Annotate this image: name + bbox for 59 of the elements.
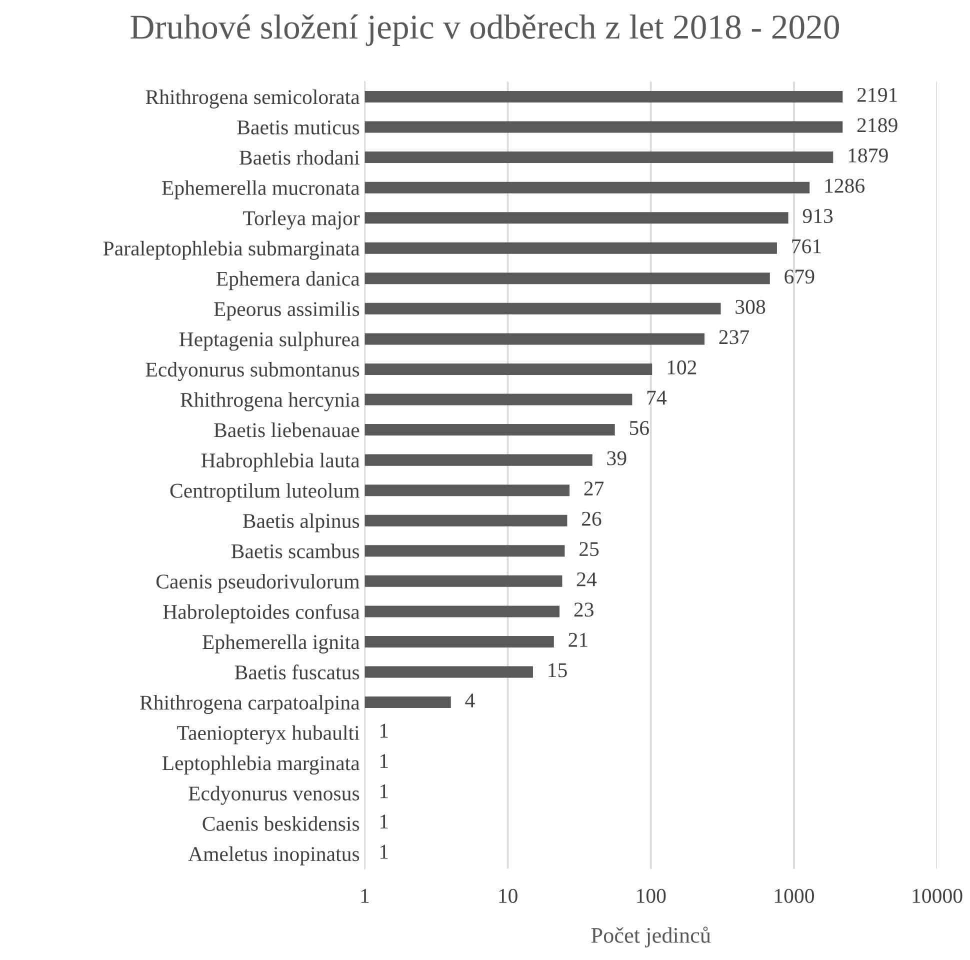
data-label: 1 bbox=[380, 784, 388, 798]
data-label: 2189 bbox=[857, 118, 898, 132]
y-tick-label: Leptophlebia marginata bbox=[162, 756, 360, 775]
x-tick-label: 10 bbox=[499, 888, 518, 903]
data-label: 15 bbox=[548, 663, 567, 678]
y-tick-label: Habroleptoides confusa bbox=[163, 604, 360, 624]
data-label: 1 bbox=[380, 754, 388, 768]
y-tick-label: Habrophlebia lauta bbox=[201, 452, 360, 472]
data-label: 24 bbox=[576, 572, 597, 586]
data-label: 39 bbox=[607, 451, 626, 466]
y-tick-label: Epeorus assimilis bbox=[214, 301, 360, 320]
y-tick-label: Ephemerella ignita bbox=[202, 634, 360, 654]
y-tick-label: Baetis alpinus bbox=[242, 513, 360, 532]
data-label: 308 bbox=[736, 300, 766, 314]
y-tick-label: Caenis beskidensis bbox=[202, 816, 360, 831]
data-label: 1286 bbox=[825, 178, 865, 193]
data-label: 26 bbox=[582, 512, 602, 526]
data-label: 4 bbox=[465, 694, 475, 708]
data-label: 679 bbox=[784, 270, 814, 284]
x-tick-label: 1 bbox=[361, 888, 369, 903]
x-tick-label: 100 bbox=[637, 888, 666, 903]
y-tick-label: Baetis muticus bbox=[237, 120, 360, 134]
data-label: 1 bbox=[380, 724, 388, 738]
chart-title: Druhové složení jepic v odběrech z let 2018 - 2020 bbox=[130, 14, 839, 46]
y-tick-label: Paraleptophlebia submarginata bbox=[103, 240, 360, 260]
x-axis-title: Počet jedinců bbox=[591, 926, 711, 948]
y-tick-label: Rhithrogena hercynia bbox=[180, 392, 360, 412]
data-label: 27 bbox=[584, 482, 604, 496]
y-tick-label: Ephemera danica bbox=[216, 271, 360, 290]
data-label: 761 bbox=[792, 239, 821, 254]
data-label: 1 bbox=[380, 814, 388, 828]
data-label: 102 bbox=[668, 360, 696, 374]
data-label: 21 bbox=[568, 632, 588, 647]
y-tick-label: Baetis liebenauae bbox=[214, 422, 360, 438]
data-label: 1879 bbox=[848, 148, 888, 163]
data-label: 2191 bbox=[857, 88, 897, 102]
y-tick-label: Rhithrogena carpatoalpina bbox=[140, 695, 360, 714]
y-tick-label: Caenis pseudorivulorum bbox=[156, 574, 360, 593]
y-tick-label: Ecdyonurus venosus bbox=[188, 786, 360, 805]
y-tick-label: Heptagenia sulphurea bbox=[179, 332, 360, 351]
data-label: 25 bbox=[580, 542, 599, 556]
y-tick-label: Ecdyonurus submontanus bbox=[146, 362, 360, 381]
y-tick-label: Baetis scambus bbox=[231, 544, 360, 558]
y-tick-label: Baetis rhodani bbox=[240, 150, 360, 165]
y-tick-label: Torleya major bbox=[243, 210, 360, 230]
x-tick-label: 10000 bbox=[912, 888, 962, 903]
data-label: 1 bbox=[380, 844, 388, 859]
y-tick-label: Centroptilum luteolum bbox=[170, 483, 360, 502]
y-tick-label: Taeniopteryx hubaulti bbox=[177, 725, 360, 744]
data-label: 74 bbox=[647, 390, 667, 405]
x-tick-label: 1000 bbox=[774, 888, 814, 903]
data-label: 23 bbox=[574, 602, 594, 617]
y-tick-label: Ephemerella mucronata bbox=[162, 180, 360, 200]
y-tick-label: Ameletus inopinatus bbox=[188, 846, 360, 866]
y-tick-label: Baetis fuscatus bbox=[234, 664, 360, 680]
data-label: 913 bbox=[802, 209, 833, 224]
y-tick-label: Rhithrogena semicolorata bbox=[146, 90, 360, 108]
data-label: 237 bbox=[719, 330, 750, 344]
data-label: 56 bbox=[630, 421, 649, 435]
